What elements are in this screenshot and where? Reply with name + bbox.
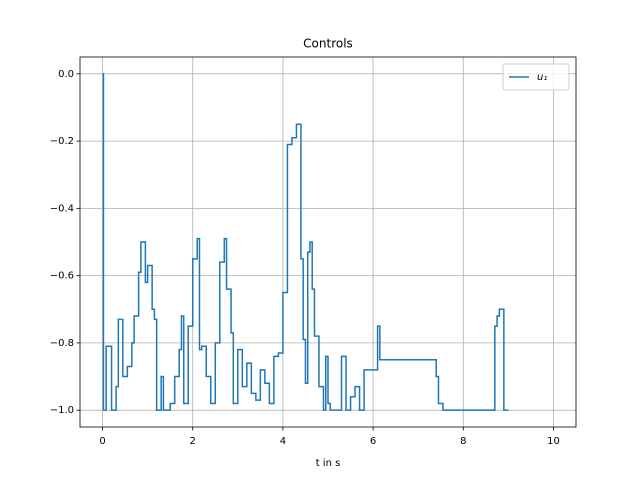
y-tick-label: −0.6 (50, 271, 74, 282)
x-tick-label: 2 (190, 436, 196, 447)
legend-box (502, 63, 570, 91)
x-axis-label: t in s (316, 458, 341, 469)
x-tick-label: 8 (460, 436, 466, 447)
data-line (102, 73, 509, 411)
legend-label: u₁ (537, 72, 547, 83)
y-tick-label: 0.0 (58, 69, 74, 80)
y-tick-label: −0.8 (50, 338, 74, 349)
y-tick-label: −1.0 (50, 405, 74, 416)
chart-title: Controls (303, 37, 353, 51)
y-tick-label: −0.2 (50, 136, 74, 147)
x-tick-label: 6 (370, 436, 376, 447)
x-tick-label: 10 (547, 436, 560, 447)
x-tick-label: 0 (99, 436, 105, 447)
y-tick-label: −0.4 (50, 203, 74, 214)
x-tick-label: 4 (280, 436, 286, 447)
plot-frame (79, 56, 577, 428)
